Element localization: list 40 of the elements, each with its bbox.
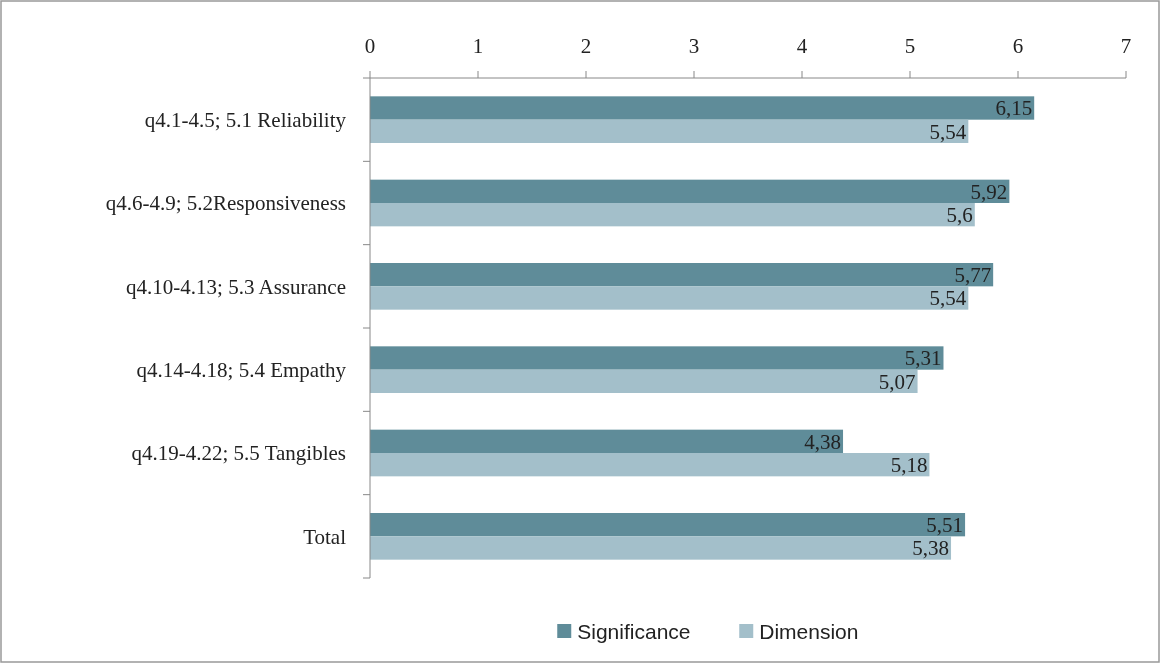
data-label: 5,54 [929, 119, 967, 144]
bar [370, 203, 975, 227]
y-tick-label: q4.6-4.9; 5.2Responsiveness [105, 191, 346, 216]
y-tick-label: Total [303, 524, 347, 549]
bar [370, 536, 952, 560]
data-label: 5,92 [970, 179, 1008, 204]
bar [370, 513, 966, 537]
bar [370, 96, 1035, 120]
x-tick-label: 6 [1012, 34, 1024, 58]
y-tick-label: q4.14-4.18; 5.4 Empathy [136, 358, 347, 383]
x-tick-label: 0 [364, 34, 376, 58]
x-tick-label: 1 [472, 34, 484, 58]
bar [370, 346, 944, 370]
data-label: 5,18 [890, 453, 928, 478]
data-label: 4,38 [804, 429, 842, 454]
data-label: 5,38 [912, 536, 950, 561]
bar [370, 179, 1010, 203]
legend-label: Significance [577, 620, 691, 644]
bar [370, 429, 844, 453]
bar [370, 369, 918, 393]
y-tick-label: q4.19-4.22; 5.5 Tangibles [131, 441, 346, 466]
data-label: 5,31 [904, 346, 942, 371]
data-label: 5,6 [946, 203, 973, 228]
data-label: 6,15 [995, 96, 1033, 121]
y-tick-label: q4.10-4.13; 5.3 Assurance [126, 274, 346, 299]
bar [370, 119, 969, 143]
data-label: 5,51 [926, 513, 964, 538]
bar [370, 263, 994, 287]
data-label: 5,77 [954, 263, 992, 288]
legend-label: Dimension [759, 620, 859, 644]
bar [370, 453, 930, 477]
bar [370, 286, 969, 310]
x-tick-label: 7 [1120, 34, 1132, 58]
data-label: 5,54 [929, 286, 967, 311]
x-tick-label: 2 [580, 34, 592, 58]
x-tick-label: 5 [904, 34, 916, 58]
x-tick-label: 3 [688, 34, 700, 58]
data-label: 5,07 [878, 369, 916, 394]
x-tick-label: 4 [796, 34, 808, 58]
y-tick-label: q4.1-4.5; 5.1 Reliability [144, 108, 347, 133]
